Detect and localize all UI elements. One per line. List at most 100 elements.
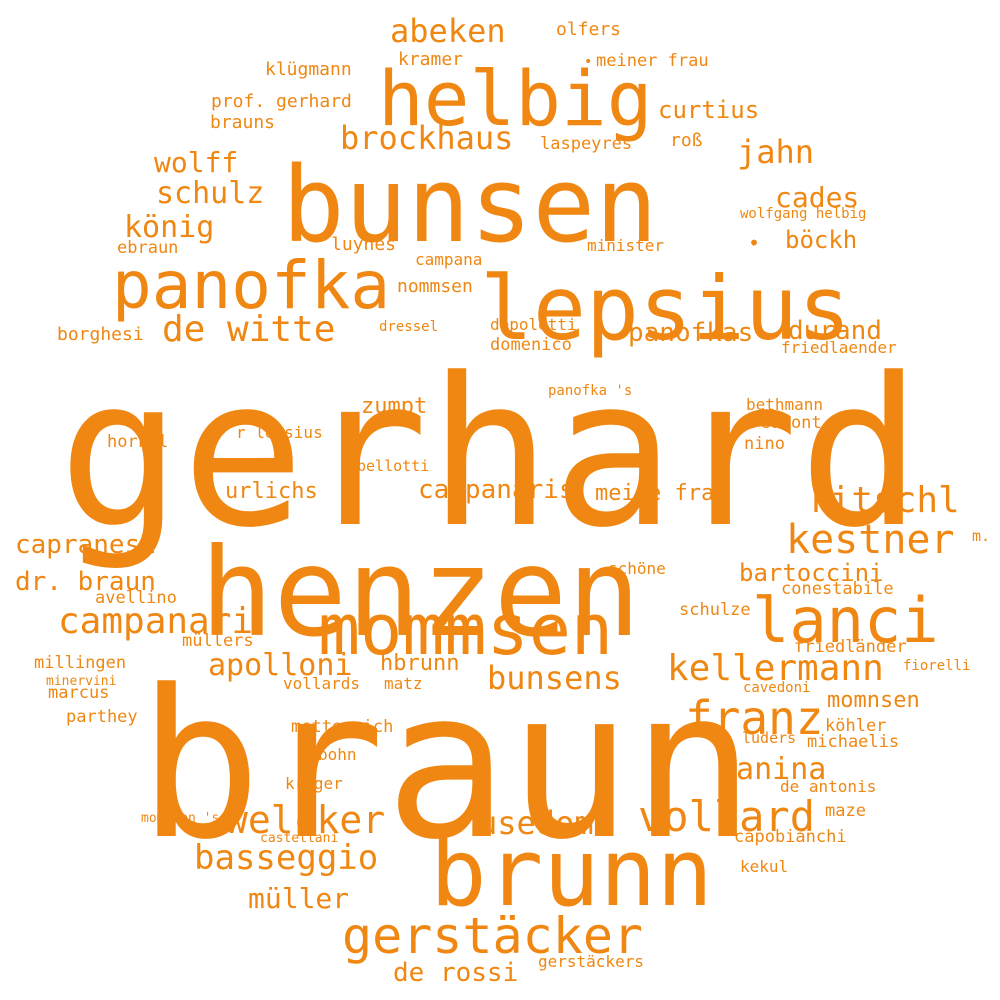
word-nommsen: nommsen bbox=[397, 276, 473, 298]
word-braun: braun bbox=[138, 647, 756, 886]
word-müllers: müllers bbox=[182, 631, 254, 652]
word-kestner: kestner bbox=[786, 516, 955, 563]
word-olfers: olfers bbox=[556, 19, 622, 41]
word-dot: • bbox=[748, 230, 761, 255]
word-panofka-s: panofka 's bbox=[548, 383, 633, 400]
word-maze: maze bbox=[825, 801, 866, 822]
word-mommsen: mommsen bbox=[318, 588, 614, 671]
word-horkel: horkel bbox=[107, 432, 169, 453]
word-de-rossi: de rossi bbox=[393, 958, 519, 989]
word-canina: canina bbox=[718, 752, 827, 788]
word-de-antonis: de antonis bbox=[780, 776, 877, 796]
word-kellermann: kellermann bbox=[667, 647, 884, 689]
word-schulze: schulze bbox=[679, 600, 751, 621]
word-conestabile: conestabile bbox=[781, 579, 894, 600]
word-meiner-frau: meiner frau bbox=[596, 51, 709, 72]
word-capobianchi: capobianchi bbox=[734, 827, 847, 848]
word-cades: cades bbox=[775, 180, 860, 214]
word-bunsens: bunsens bbox=[487, 658, 622, 697]
word-r-lepsius: r lepsius bbox=[236, 422, 323, 442]
word-müller: müller bbox=[248, 881, 350, 915]
word-abeken: abeken bbox=[390, 11, 506, 50]
word-klügmann: klügmann bbox=[265, 59, 352, 81]
word-nino: nino bbox=[744, 434, 785, 455]
word-campanaris: campanaris bbox=[418, 475, 575, 506]
word-capranesi: capranesi bbox=[15, 530, 156, 561]
word-zumpt: zumpt bbox=[361, 394, 428, 420]
word-vollard: vollard bbox=[638, 792, 816, 842]
word-durand: durand bbox=[788, 316, 882, 347]
word-panofkas: panofkas bbox=[628, 318, 754, 349]
word-kekul: kekul bbox=[740, 856, 789, 876]
word-gerstäcker: gerstäcker bbox=[342, 907, 644, 965]
word-prof-gerhard: prof. gerhard bbox=[211, 91, 352, 113]
word-helbig: helbig bbox=[378, 54, 653, 144]
word-cavedoni: cavedoni bbox=[743, 680, 811, 697]
word-kramer: kramer bbox=[398, 49, 464, 71]
word-dot: • bbox=[584, 54, 593, 71]
word-gerstäckers: gerstäckers bbox=[538, 951, 644, 971]
word-marcus: marcus bbox=[48, 683, 110, 704]
word-bellotti: bellotti bbox=[357, 456, 430, 475]
word-mommsen-s: mommsen 's bbox=[141, 811, 220, 827]
word-bohn: bohn bbox=[318, 744, 357, 764]
word-roß: roß bbox=[670, 130, 703, 152]
word-friedländer: friedländer bbox=[794, 637, 907, 658]
word-meine-frau: meine frau bbox=[595, 481, 728, 507]
word-wolfgang-helbig: wolfgang helbig bbox=[740, 206, 867, 223]
word-matz: matz bbox=[384, 673, 423, 693]
word-bunsen: bunsen bbox=[282, 143, 658, 266]
word-reumont: reumont bbox=[750, 413, 822, 434]
word-michaelis: michaelis bbox=[807, 732, 900, 753]
word-basseggio: basseggio bbox=[194, 838, 379, 879]
word-domenico: domenico bbox=[490, 335, 572, 356]
word-dressel: dressel bbox=[379, 319, 439, 336]
word-luynes: luynes bbox=[331, 234, 397, 256]
word-metternich: metternich bbox=[291, 717, 394, 738]
word-ebraun: ebraun bbox=[117, 238, 179, 259]
word-könig: könig bbox=[124, 210, 215, 246]
word-franz: franz bbox=[685, 691, 824, 746]
word-lepsius: lepsius bbox=[480, 257, 851, 361]
word-apolloni: apolloni bbox=[208, 648, 353, 684]
word-gerhard: gerhard bbox=[58, 335, 922, 574]
word-krüger: krüger bbox=[285, 773, 343, 793]
word-castellani: castellani bbox=[260, 831, 339, 847]
word-momnsen: momnsen bbox=[827, 688, 920, 714]
word-köhler: köhler bbox=[825, 716, 887, 737]
word-urlichs: urlichs bbox=[225, 479, 318, 505]
word-fiorelli: fiorelli bbox=[903, 658, 971, 675]
word-minister: minister bbox=[587, 235, 665, 255]
word-minervini: minervini bbox=[46, 674, 117, 690]
word-hbrunn: hbrunn bbox=[380, 651, 460, 677]
word-schöne: schöne bbox=[608, 558, 666, 578]
word-campanari: campanari bbox=[58, 600, 254, 642]
word-dr-braun: dr. braun bbox=[15, 567, 156, 598]
word-usedom: usedom bbox=[478, 803, 594, 842]
word-wolff: wolff bbox=[154, 145, 239, 179]
word-brockhaus: brockhaus bbox=[340, 118, 514, 157]
word-ritschl: ritschl bbox=[808, 479, 960, 521]
word-welcker: welcker bbox=[225, 798, 386, 843]
word-millingen: millingen bbox=[34, 653, 127, 674]
word-laspeyres: laspeyres bbox=[540, 134, 633, 155]
word-avellino: avellino bbox=[95, 588, 177, 609]
word-bethmann: bethmann bbox=[746, 394, 824, 414]
word-parthey: parthey bbox=[66, 707, 138, 728]
word-m: m. bbox=[972, 526, 991, 545]
word-de-witte: de witte bbox=[162, 308, 336, 350]
word-bartoccini: bartoccini bbox=[739, 558, 884, 587]
word-panofka: panofka bbox=[112, 246, 391, 324]
word-henzen: henzen bbox=[200, 522, 641, 665]
word-campana: campana bbox=[415, 249, 483, 269]
word-schulz: schulz bbox=[156, 176, 265, 212]
word-borghesi: borghesi bbox=[57, 324, 144, 346]
word-jahn: jahn bbox=[737, 132, 815, 171]
word-böckh: böckh bbox=[785, 225, 858, 254]
word-lüders: lüders bbox=[742, 728, 797, 747]
word-curtius: curtius bbox=[658, 95, 760, 124]
word-vollards: vollards bbox=[283, 673, 361, 693]
word-depoletti: depoletti bbox=[490, 314, 577, 334]
word-lanci: lanci bbox=[752, 583, 939, 657]
